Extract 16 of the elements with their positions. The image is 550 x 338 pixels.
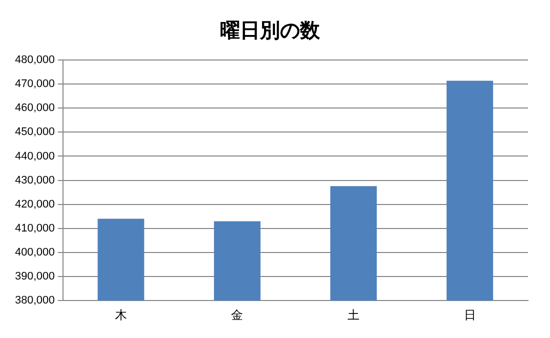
y-tick-label: 450,000: [14, 126, 55, 138]
x-tick-label: 金: [231, 308, 244, 322]
y-tick-label: 380,000: [14, 294, 55, 307]
y-tick-label: 390,000: [14, 270, 55, 283]
x-tick-label: 日: [464, 308, 476, 322]
y-tick-label: 420,000: [14, 198, 55, 210]
y-tick-label: 460,000: [14, 102, 55, 114]
x-tick-label: 土: [348, 308, 360, 322]
y-tick-label: 440,000: [14, 150, 55, 162]
y-tick-label: 470,000: [14, 78, 55, 90]
y-tick-label: 480,000: [14, 54, 55, 66]
x-tick-label: 木: [114, 308, 127, 322]
y-tick-label: 410,000: [14, 222, 55, 234]
y-tick-label: 430,000: [14, 174, 55, 186]
chart-title: 曜日別の数: [220, 18, 321, 42]
y-tick-label: 400,000: [14, 246, 55, 259]
